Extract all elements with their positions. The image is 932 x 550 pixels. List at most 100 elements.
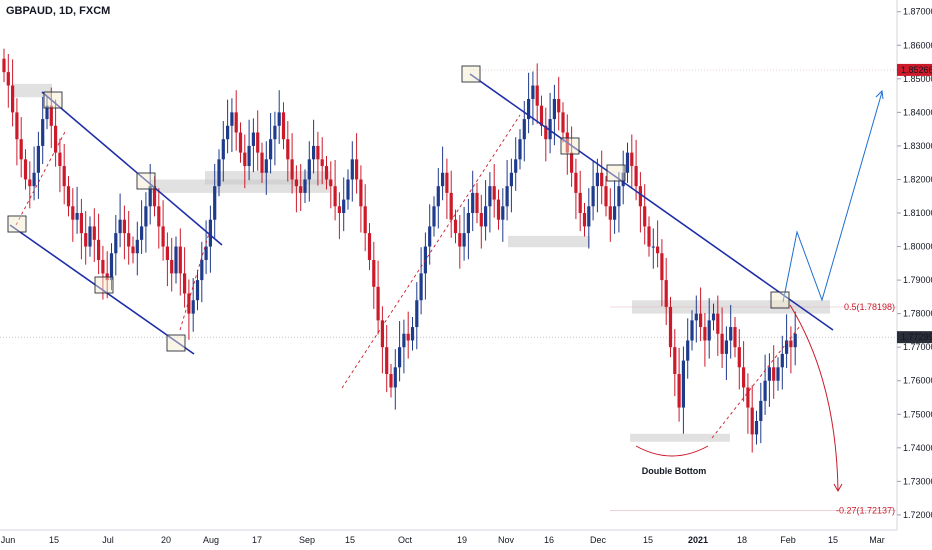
candle-body (625, 152, 630, 173)
pivot-box (7, 215, 27, 233)
candle-body (195, 280, 200, 301)
candle-body (178, 246, 182, 274)
candle-body (501, 206, 505, 220)
pivot-box (606, 164, 626, 182)
candle-body (324, 166, 329, 180)
candle-body (621, 172, 625, 187)
support-dashed-line (15, 129, 67, 226)
candle-body (84, 233, 88, 247)
candle-body (290, 159, 294, 180)
candles-layer (2, 48, 797, 453)
candle-body (101, 259, 105, 274)
y-tick-label: 1.82000 (903, 174, 932, 184)
candle-body (320, 159, 324, 167)
candle-body (720, 333, 724, 354)
price-tag-high (897, 63, 932, 76)
candle-body (316, 145, 320, 160)
candle-body (729, 327, 733, 341)
candle-body (453, 219, 458, 234)
candle-body (673, 347, 677, 375)
x-tick-label: Feb (780, 535, 796, 545)
candle-body (28, 179, 32, 187)
y-tick-label: 1.77000 (903, 342, 932, 352)
candle-body (269, 139, 273, 160)
candle-body (419, 273, 423, 301)
candle-body (346, 179, 350, 200)
candle-body (406, 333, 410, 341)
candle-body (152, 186, 157, 207)
candle-body (131, 246, 135, 254)
candle-body (337, 206, 341, 214)
candle-body (273, 125, 277, 140)
candle-body (15, 112, 19, 140)
x-tick-label: Nov (498, 535, 515, 545)
candle-body (329, 179, 333, 187)
x-tick-label: 15 (345, 535, 355, 545)
candle-body (75, 213, 79, 220)
candle-body (19, 139, 23, 160)
candle-body (711, 313, 716, 321)
candle-body (754, 420, 759, 435)
candle-body (780, 353, 784, 368)
y-tick-label: 1.78000 (903, 309, 932, 319)
candle-body (208, 219, 212, 247)
price-tag-label: 1.85266 (901, 65, 932, 75)
zone-rect (630, 433, 730, 442)
candle-body (307, 159, 311, 180)
candle-body (277, 112, 281, 126)
x-tick-label: 16 (544, 535, 554, 545)
candle-body (613, 206, 617, 220)
bearish-projection-path (789, 304, 839, 491)
candle-body (213, 186, 217, 220)
candle-body (23, 159, 28, 180)
candle-body (638, 186, 642, 207)
candle-body (122, 219, 126, 234)
candle-body (574, 172, 578, 193)
candle-body (432, 206, 436, 227)
price-tag-label: 1.77299 (901, 332, 932, 342)
candle-body (484, 206, 488, 227)
candle-body (505, 186, 509, 207)
candle-body (161, 226, 165, 247)
candle-body (656, 246, 660, 254)
candle-body (462, 233, 466, 247)
candle-body (544, 125, 548, 140)
candle-body (733, 327, 737, 348)
candle-body (11, 85, 15, 113)
zones-layer (12, 83, 830, 442)
candle-body (333, 186, 337, 207)
candle-body (221, 139, 225, 160)
x-tick-label: Oct (398, 535, 413, 545)
x-tick-label: 2021 (688, 535, 708, 545)
x-tick-label: 19 (457, 535, 467, 545)
candle-body (591, 186, 595, 207)
bearish-arrowhead (833, 483, 843, 493)
candle-body (286, 139, 290, 160)
candle-body (389, 374, 393, 388)
pivot-box (94, 276, 114, 294)
x-axis: Jun 15 Jul 20 Aug 17 Sep 15 Oct 19 Nov 16 Dec 15 2021 1… (0, 529, 897, 545)
candle-body (703, 327, 707, 341)
candle-body (238, 132, 243, 153)
candle-body (471, 192, 475, 214)
candle-body (582, 213, 587, 227)
candle-body (410, 327, 415, 341)
candle-body (230, 112, 234, 126)
candle-body (294, 179, 298, 187)
candle-body (789, 340, 793, 348)
candle-body (595, 172, 599, 187)
candle-body (299, 186, 303, 193)
major-downtrend-line (469, 73, 834, 331)
candle-body (109, 253, 114, 281)
candle-body (664, 280, 668, 307)
candle-body (402, 333, 406, 348)
candle-body (376, 286, 380, 321)
double-bottom-label: Double Bottom (642, 466, 707, 476)
channel-upper-line (41, 91, 223, 246)
y-tick-label: 1.84000 (903, 107, 932, 117)
candle-body (492, 186, 496, 200)
candle-body (677, 374, 681, 408)
candle-body (251, 132, 255, 146)
candle-body (6, 72, 10, 86)
